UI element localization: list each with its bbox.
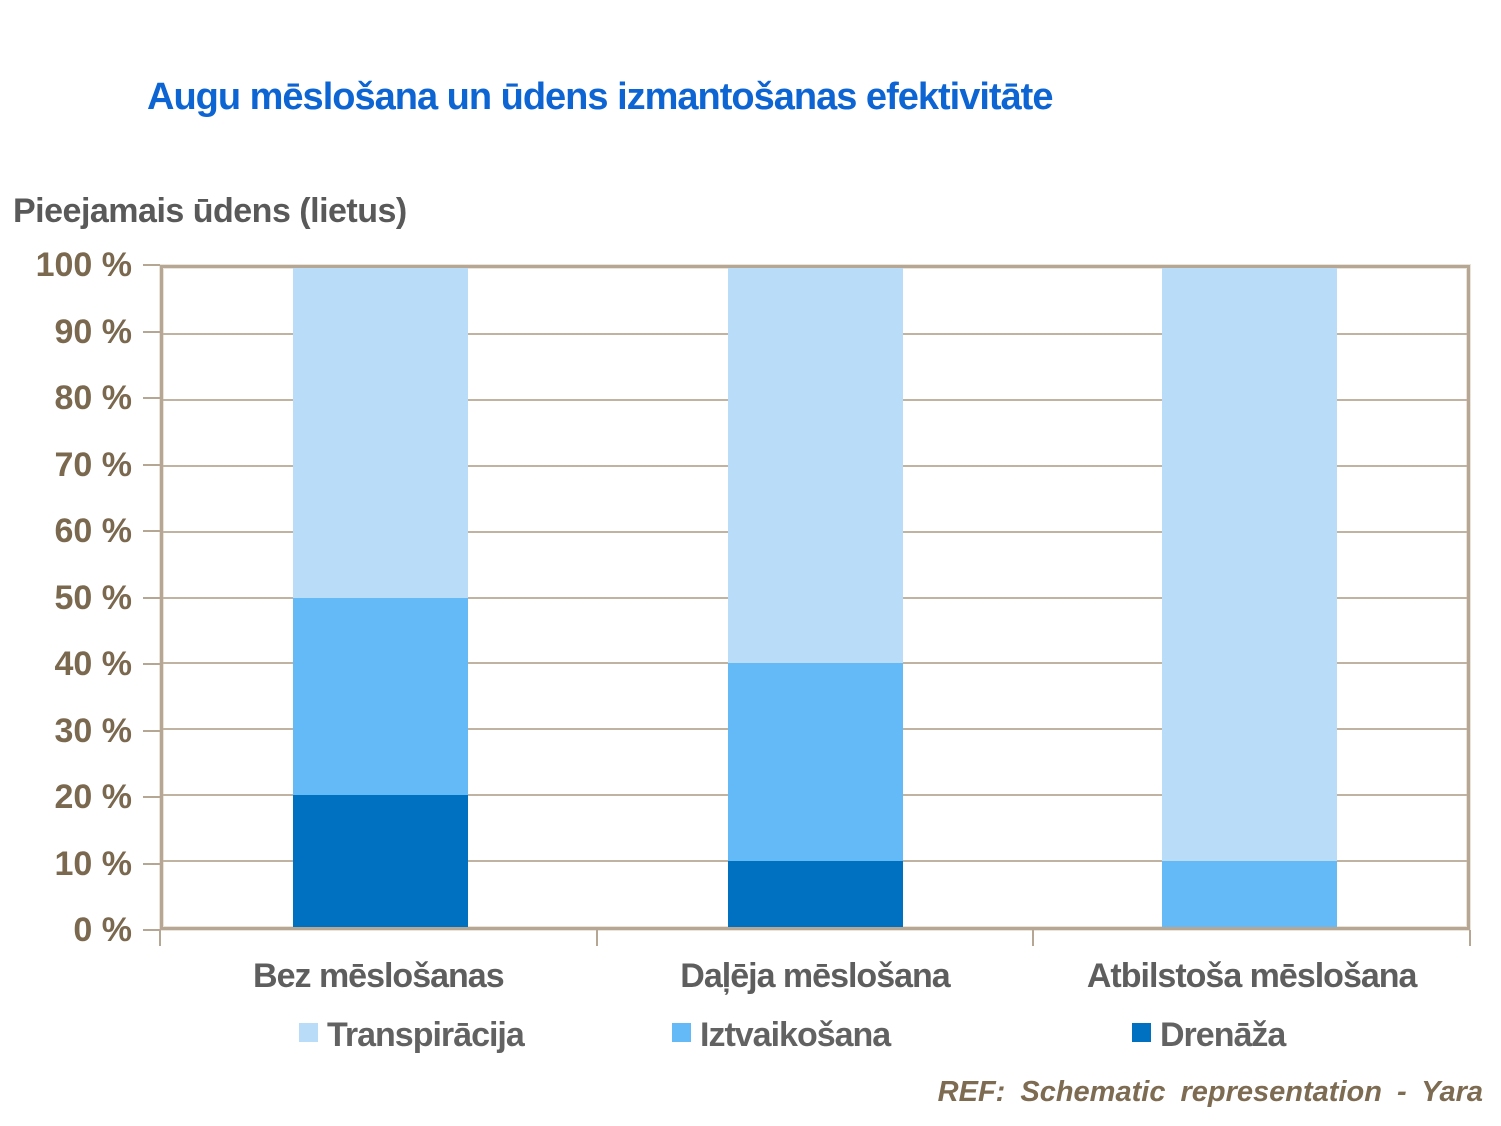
legend-label: Iztvaikošana (700, 1016, 891, 1054)
y-tick-label: 10 % (54, 844, 133, 883)
legend-label: Transpirācija (327, 1016, 525, 1054)
bar-segment-drenāža (292, 795, 468, 927)
chart-title: Augu mēslošana un ūdens izmantošanas efe… (147, 76, 1053, 118)
bar-segment-transpirācija (1162, 268, 1338, 862)
bar-segment-transpirācija (727, 268, 903, 664)
y-tick-mark (143, 862, 160, 865)
y-tick-label: 30 % (54, 711, 133, 750)
plot-inner-area (163, 268, 1467, 927)
legend-swatch-icon (1132, 1023, 1151, 1042)
y-tick-mark (143, 663, 160, 665)
category-label-1: Bez mēslošanas (253, 957, 505, 995)
bar-3 (1162, 268, 1338, 927)
bar-segment-transpirācija (292, 268, 468, 598)
x-tick-mark (595, 930, 598, 946)
category-label-2: Daļēja mēslošana (680, 957, 950, 995)
bar-segment-iztvaikošana (292, 597, 468, 796)
legend-item-drenāža: Drenāža (1132, 1016, 1286, 1055)
legend-label: Drenāža (1160, 1016, 1286, 1054)
y-axis-title: Pieejamais ūdens (lietus) (13, 192, 407, 230)
y-tick-label: 70 % (54, 445, 133, 484)
legend-swatch-icon (672, 1023, 691, 1042)
y-tick-mark (143, 596, 160, 599)
bar-1 (292, 268, 468, 927)
y-tick-label: 100 % (35, 246, 132, 284)
bar-2 (727, 268, 903, 927)
y-tick-label: 0 % (73, 911, 132, 949)
y-tick-label: 60 % (54, 512, 133, 550)
y-tick-mark (143, 397, 160, 399)
legend-item-transpirācija: Transpirācija (299, 1016, 525, 1055)
y-tick-label: 20 % (54, 778, 133, 816)
y-tick-label: 90 % (54, 312, 133, 351)
bar-segment-iztvaikošana (727, 663, 903, 862)
y-tick-mark (143, 264, 160, 266)
y-tick-label: 80 % (54, 379, 133, 417)
source-reference: REF: Schematic representation - Yara (937, 1076, 1483, 1108)
y-tick-mark (143, 729, 160, 732)
plot-area (160, 265, 1470, 930)
y-tick-mark (143, 463, 160, 466)
y-tick-mark (143, 330, 160, 333)
category-label-3: Atbilstoša mēslošana (1086, 957, 1418, 995)
y-tick-label: 50 % (54, 578, 133, 617)
y-tick-mark (143, 929, 160, 931)
legend-swatch-icon (299, 1023, 318, 1042)
bar-segment-iztvaikošana (1162, 861, 1338, 927)
bar-segment-drenāža (727, 861, 903, 927)
legend-item-iztvaikošana: Iztvaikošana (672, 1016, 891, 1055)
y-tick-label: 40 % (54, 645, 133, 683)
x-tick-mark (159, 930, 161, 946)
x-tick-mark (1032, 930, 1035, 946)
y-tick-mark (143, 796, 160, 798)
x-tick-mark (1469, 930, 1471, 946)
y-tick-mark (143, 530, 160, 532)
